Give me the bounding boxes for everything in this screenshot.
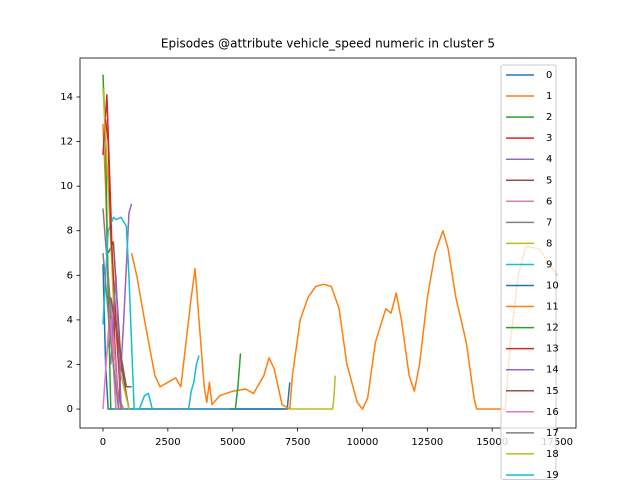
x-tick-label: 2500: [155, 437, 180, 448]
series-line: [104, 119, 122, 410]
series-line: [110, 297, 132, 388]
x-tick-label: 7500: [285, 437, 310, 448]
legend-label: 14: [546, 365, 559, 376]
series-line: [102, 296, 120, 410]
legend-label: 10: [546, 281, 559, 292]
x-tick-label: 5000: [220, 437, 245, 448]
series-line: [102, 88, 130, 410]
legend-label: 6: [546, 196, 552, 207]
y-tick-label: 6: [67, 270, 73, 281]
series-line: [234, 353, 242, 410]
legend-label: 0: [546, 70, 552, 81]
legend-label: 9: [546, 259, 552, 270]
legend-label: 1: [546, 91, 552, 102]
axes-frame: [79, 57, 577, 429]
y-tick-label: 10: [60, 181, 73, 192]
legend-label: 7: [546, 217, 552, 228]
y-tick-label: 0: [67, 404, 73, 415]
y-tick-label: 4: [67, 315, 73, 326]
series-line: [110, 274, 122, 410]
legend-label: 5: [546, 175, 552, 186]
series-line: [102, 264, 285, 410]
legend-label: 12: [546, 323, 559, 334]
legend-label: 18: [546, 449, 559, 460]
legend-label: 17: [546, 428, 559, 439]
legend-label: 8: [546, 238, 552, 249]
chart-title: Episodes @attribute vehicle_speed numeri…: [161, 37, 495, 51]
x-tick-label: 12500: [411, 437, 443, 448]
legend-label: 3: [546, 133, 552, 144]
series-line: [230, 382, 291, 410]
y-tick-label: 12: [60, 137, 73, 148]
series-line: [130, 229, 558, 410]
series-line: [187, 355, 200, 410]
series-line: [102, 216, 154, 410]
series-line: [104, 319, 117, 410]
series-line: [102, 252, 120, 410]
y-tick-label: 2: [67, 359, 73, 370]
legend-label: 4: [546, 154, 552, 165]
x-tick-label: 17500: [541, 437, 573, 448]
x-tick-label: 15000: [476, 437, 508, 448]
axes: 0 2500 5000 7500 10000 12500 15000 17500 0 2 4 6 8 10…: [60, 92, 573, 448]
plot-area: [102, 74, 558, 410]
y-tick-label: 14: [60, 92, 73, 103]
legend-label: 16: [546, 407, 559, 418]
legend-label: 19: [546, 470, 559, 480]
legend-label: 15: [546, 386, 559, 397]
legend-label: 13: [546, 344, 559, 355]
x-tick-label: 10000: [347, 437, 379, 448]
series-line: [289, 375, 336, 410]
legend-label: 2: [546, 112, 552, 123]
legend-label: 11: [546, 302, 559, 313]
x-tick-label: 0: [100, 437, 106, 448]
y-tick-label: 8: [67, 226, 73, 237]
